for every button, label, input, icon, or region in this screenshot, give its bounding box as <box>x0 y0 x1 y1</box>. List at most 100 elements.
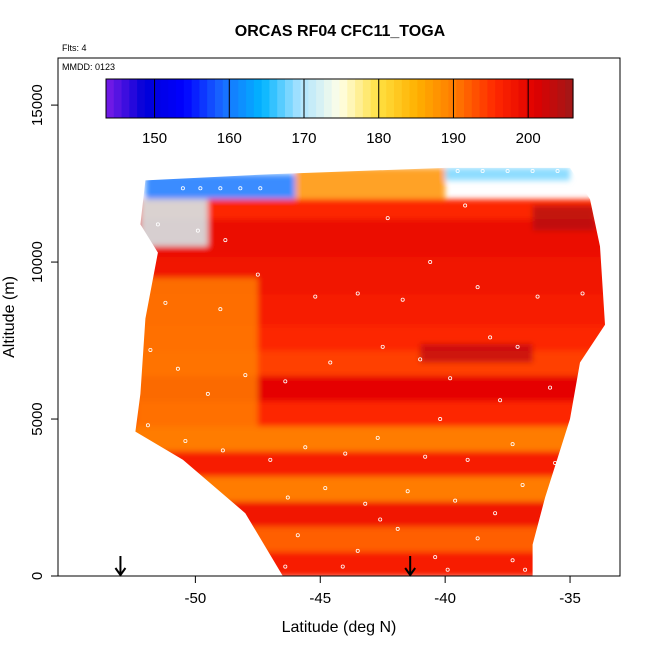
plot-frame <box>57 57 621 577</box>
colorbar-swatch-11 <box>191 79 200 118</box>
sample-point-1 <box>198 186 203 191</box>
sample-point-2 <box>218 186 223 191</box>
sample-point-63 <box>283 564 288 569</box>
sample-point-48 <box>510 442 515 447</box>
sample-point-28 <box>205 391 210 396</box>
sample-point-23 <box>475 285 480 290</box>
y-tick-label-1: 5000 <box>29 402 46 435</box>
colorbar-swatch-17 <box>238 79 247 118</box>
sample-point-54 <box>453 498 458 503</box>
colorbar-tick-label-5: 200 <box>516 130 541 147</box>
sample-point-40 <box>183 439 188 444</box>
colorbar-swatch-40 <box>417 79 426 118</box>
sample-point-47 <box>465 457 470 462</box>
colorbar-swatch-13 <box>207 79 216 118</box>
colorbar-swatch-6 <box>152 79 162 118</box>
colorbar-swatch-32 <box>355 79 364 118</box>
sample-point-18 <box>255 272 260 277</box>
sample-point-52 <box>363 501 368 506</box>
colorbar-swatch-56 <box>541 79 551 118</box>
colorbar-swatch-2 <box>121 79 130 118</box>
x-axis: -50 -45 -40 -35 <box>185 576 581 607</box>
colorbar-swatch-7 <box>160 79 169 118</box>
sample-point-6 <box>480 169 485 174</box>
y-tick-label-2: 10000 <box>29 241 46 283</box>
sample-point-20 <box>355 291 360 296</box>
colorbar-swatch-3 <box>129 79 138 118</box>
colorbar-swatch-55 <box>534 79 543 118</box>
sample-point-39 <box>145 423 150 428</box>
chart-title: ORCAS RF04 CFC11_TOGA <box>235 23 446 40</box>
sample-point-53 <box>405 489 410 494</box>
colorbar-swatch-36 <box>386 79 395 118</box>
y-tick-label-0: 0 <box>29 572 46 580</box>
sample-point-33 <box>418 357 423 362</box>
sample-point-24 <box>535 294 540 299</box>
colorbar-tick-label-2: 170 <box>291 130 316 147</box>
sample-point-51 <box>323 486 328 491</box>
y-tick-label-3: 15000 <box>29 84 46 126</box>
sample-point-49 <box>553 460 558 465</box>
sample-point-61 <box>475 536 480 541</box>
sample-point-16 <box>163 300 168 305</box>
sample-point-37 <box>548 385 553 390</box>
colorbar-swatch-44 <box>448 79 457 118</box>
sample-point-25 <box>580 291 585 296</box>
sample-point-0 <box>180 186 185 191</box>
colorbar-swatch-26 <box>308 79 317 118</box>
field-feature-0 <box>135 277 258 451</box>
sample-point-62 <box>510 558 515 563</box>
colorbar-swatch-18 <box>246 79 255 118</box>
x-axis-label: Latitude (deg N) <box>282 619 397 636</box>
colorbar-swatch-1 <box>113 79 123 118</box>
colorbar-swatch-31 <box>347 79 356 118</box>
colorbar-swatch-49 <box>487 79 496 118</box>
colorbar-swatch-52 <box>510 79 520 118</box>
date-label: MMDD: 0123 <box>62 62 115 72</box>
field-feature-3 <box>295 167 446 200</box>
sample-point-14 <box>463 203 468 208</box>
sample-point-21 <box>400 297 405 302</box>
y-axis-label: Altitude (m) <box>1 276 18 358</box>
colorbar-swatch-57 <box>549 79 559 118</box>
flight-arrows <box>114 556 417 577</box>
colorbar-swatch-22 <box>277 79 286 118</box>
sample-point-44 <box>343 451 348 456</box>
colorbar-swatch-54 <box>526 79 535 118</box>
sample-point-41 <box>220 448 225 453</box>
colorbar-swatch-30 <box>339 79 348 118</box>
colorbar-swatch-10 <box>183 79 193 118</box>
sample-point-17 <box>218 307 223 312</box>
sample-point-59 <box>395 526 400 531</box>
sample-point-8 <box>530 169 535 174</box>
sample-point-9 <box>555 169 560 174</box>
colorbar-swatch-20 <box>261 79 271 118</box>
sample-point-3 <box>238 186 243 191</box>
colorbar-swatch-27 <box>316 79 325 118</box>
sample-point-69 <box>498 398 503 403</box>
sample-point-34 <box>448 376 453 381</box>
sample-point-36 <box>515 344 520 349</box>
flight-arrow-1 <box>404 556 417 577</box>
colorbar-swatch-43 <box>440 79 450 118</box>
colorbar-swatch-25 <box>300 79 309 118</box>
sample-point-13 <box>385 216 390 221</box>
sample-point-35 <box>488 335 493 340</box>
colorbar-swatch-53 <box>518 79 527 118</box>
colorbar-swatch-28 <box>323 79 333 118</box>
colorbar-swatch-8 <box>168 79 177 118</box>
colorbar-swatch-19 <box>253 79 263 118</box>
x-tick-label-1: -45 <box>309 590 331 607</box>
colorbar-swatch-33 <box>362 79 372 118</box>
sample-point-31 <box>328 360 333 365</box>
sample-point-68 <box>438 417 443 422</box>
sample-point-27 <box>175 366 180 371</box>
colorbar-frame <box>105 78 574 119</box>
sample-point-29 <box>243 373 248 378</box>
colorbar-swatch-34 <box>370 79 380 118</box>
field-feature-4 <box>445 167 571 181</box>
colorbar-swatch-59 <box>565 79 574 118</box>
flights-label: Flts: 4 <box>62 43 87 53</box>
